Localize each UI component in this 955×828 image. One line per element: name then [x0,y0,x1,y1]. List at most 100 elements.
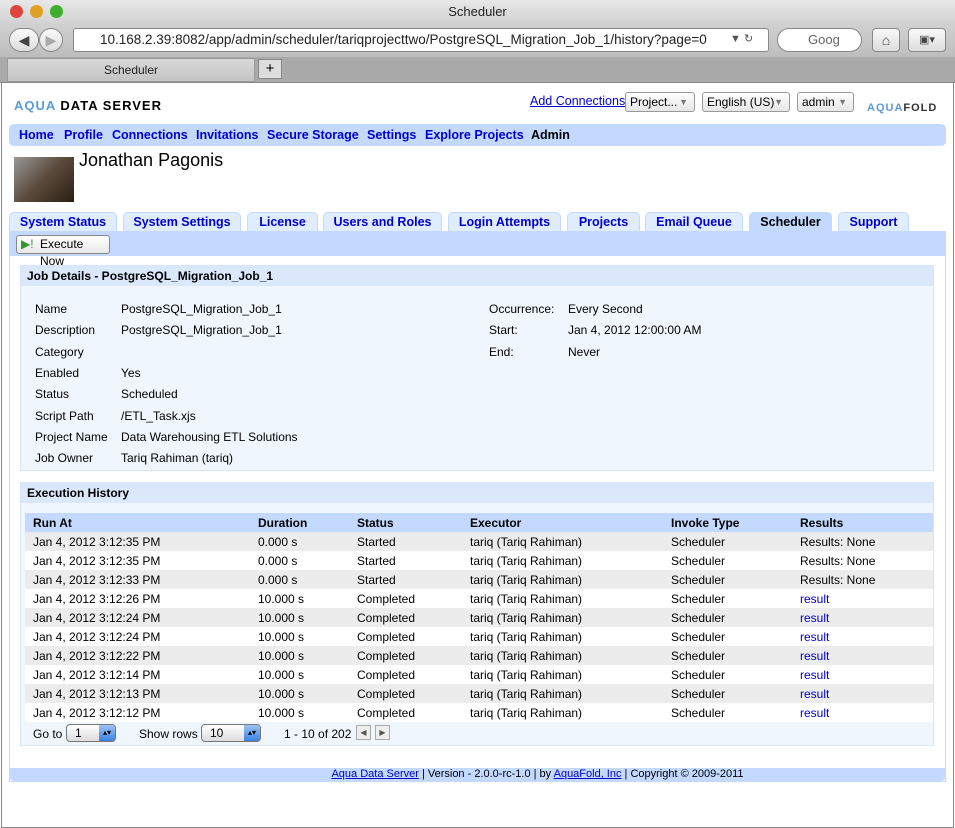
reload-icon[interactable]: ▼ ↻ [730,33,754,45]
nav-connections[interactable]: Connections [112,128,188,142]
run-at-cell: Jan 4, 2012 3:12:35 PM [25,532,250,551]
results-cell: Results: None [792,551,933,570]
col-results[interactable]: Results [792,513,933,532]
nav-explore-projects[interactable]: Explore Projects [425,128,524,142]
job-schedule-value: Every Second [568,302,643,316]
job-details-panel: Job Details - PostgreSQL_Migration_Job_1 [20,265,934,471]
duration-cell: 10.000 s [250,608,349,627]
executor-cell: tariq (Tariq Rahiman) [462,684,663,703]
nav-settings[interactable]: Settings [367,128,417,142]
tab-system-settings[interactable]: System Settings [123,212,241,231]
rows-per-page-select[interactable]: 10 ▴▾ [201,724,261,742]
executor-cell: tariq (Tariq Rahiman) [462,703,663,722]
table-row: Jan 4, 2012 3:12:33 PM 0.000 s Started tari… [25,570,933,589]
executor-cell: tariq (Tariq Rahiman) [462,646,663,665]
results-cell[interactable]: result [792,589,933,608]
col-invoke-type[interactable]: Invoke Type [663,513,792,532]
status-cell: Completed [349,684,462,703]
tab-license[interactable]: License [247,212,318,231]
aquafold-logo: AQUAFOLD [867,102,938,114]
job-field-value: /ETL_Task.xjs [121,408,196,423]
status-cell: Completed [349,589,462,608]
results-cell[interactable]: result [792,627,933,646]
executor-cell: tariq (Tariq Rahiman) [462,551,663,570]
next-page-button[interactable]: ▶ [375,725,390,740]
results-cell[interactable]: result [792,703,933,722]
browser-tab-scheduler[interactable]: Scheduler [7,58,255,82]
run-at-cell: Jan 4, 2012 3:12:12 PM [25,703,250,722]
search-field[interactable]: Goog [777,28,862,52]
aquafold-link[interactable]: AquaFold, Inc [553,768,622,780]
footer: Aqua Data Server | Version - 2.0.0-rc-1.… [9,768,946,781]
user-select[interactable]: admin ▼ [797,92,854,112]
search-placeholder: Goog [808,32,840,47]
forward-button[interactable]: ▶ [39,28,63,52]
duration-cell: 0.000 s [250,532,349,551]
tab-users-and-roles[interactable]: Users and Roles [323,212,442,231]
tab-projects[interactable]: Projects [567,212,640,231]
results-cell: Results: None [792,570,933,589]
nav-invitations[interactable]: Invitations [196,128,259,142]
project-select[interactable]: Project... ▼ [625,92,695,112]
job-field-label: Job Owner [35,451,94,466]
execute-now-button[interactable]: ▶! Execute Now [16,235,110,268]
col-run-at[interactable]: Run At [25,513,250,532]
nav-admin[interactable]: Admin [531,128,570,142]
tab-system-status[interactable]: System Status [9,212,117,231]
job-schedule-label: Occurrence: [489,302,555,316]
results-cell[interactable]: result [792,665,933,684]
url-text: 10.168.2.39:8082/app/admin/scheduler/tar… [100,32,707,47]
job-field-label: Script Path [35,408,94,423]
executor-cell: tariq (Tariq Rahiman) [462,570,663,589]
invoke-type-cell: Scheduler [663,589,792,608]
status-cell: Completed [349,703,462,722]
zoom-window-button[interactable] [50,5,63,18]
new-tab-button[interactable]: + [258,59,282,79]
back-button[interactable]: ◀ [9,28,39,52]
status-cell: Completed [349,665,462,684]
results-cell[interactable]: result [792,608,933,627]
aqua-data-server-link[interactable]: Aqua Data Server [331,768,419,780]
language-select[interactable]: English (US) ▼ [702,92,790,112]
page-range: 1 - 10 of 202 [284,727,352,741]
col-executor[interactable]: Executor [462,513,663,532]
nav-home[interactable]: Home [19,128,54,142]
minimize-window-button[interactable] [30,5,43,18]
prev-page-button[interactable]: ◀ [356,725,371,740]
nav-secure-storage[interactable]: Secure Storage [267,128,359,142]
results-cell[interactable]: result [792,684,933,703]
tab-login-attempts[interactable]: Login Attempts [448,212,561,231]
col-status[interactable]: Status [349,513,462,532]
close-window-button[interactable] [10,5,23,18]
tab-email-queue[interactable]: Email Queue [645,212,743,231]
status-cell: Completed [349,627,462,646]
footer-copyright: | Copyright © 2009-2011 [621,768,744,780]
table-row: Jan 4, 2012 3:12:14 PM 10.000 s Completed t… [25,665,933,684]
tab-support[interactable]: Support [838,212,909,231]
duration-cell: 10.000 s [250,589,349,608]
job-field-value: PostgreSQL_Migration_Job_1 [121,323,282,338]
tab-scheduler[interactable]: Scheduler [749,212,832,231]
add-connections-link[interactable]: Add Connections [530,94,626,108]
execute-icon: ▶! [21,237,34,251]
browser-tab-title: Scheduler [103,63,159,77]
job-field-value: Tariq Rahiman (tariq) [121,451,234,466]
stepper-icon: ▴▾ [244,725,260,741]
table-row: Jan 4, 2012 3:12:12 PM 10.000 s Completed t… [25,703,933,722]
address-bar[interactable]: 10.168.2.39:8082/app/admin/scheduler/tar… [73,28,769,52]
table-row: Jan 4, 2012 3:12:22 PM 10.000 s Completed t… [25,646,933,665]
home-icon[interactable]: ⌂ [872,28,900,52]
tab-panel [9,231,946,782]
col-duration[interactable]: Duration [250,513,349,532]
duration-cell: 0.000 s [250,570,349,589]
duration-cell: 10.000 s [250,646,349,665]
goto-page-select[interactable]: 1 ▴▾ [66,724,116,742]
status-cell: Completed [349,608,462,627]
results-cell[interactable]: result [792,646,933,665]
duration-cell: 10.000 s [250,684,349,703]
aqua-data-server-logo: AQUA DATA SERVER [14,98,162,113]
nav-profile[interactable]: Profile [64,128,103,142]
bookmark-menu-icon[interactable]: ▣▾ [908,28,946,52]
executor-cell: tariq (Tariq Rahiman) [462,627,663,646]
invoke-type-cell: Scheduler [663,570,792,589]
